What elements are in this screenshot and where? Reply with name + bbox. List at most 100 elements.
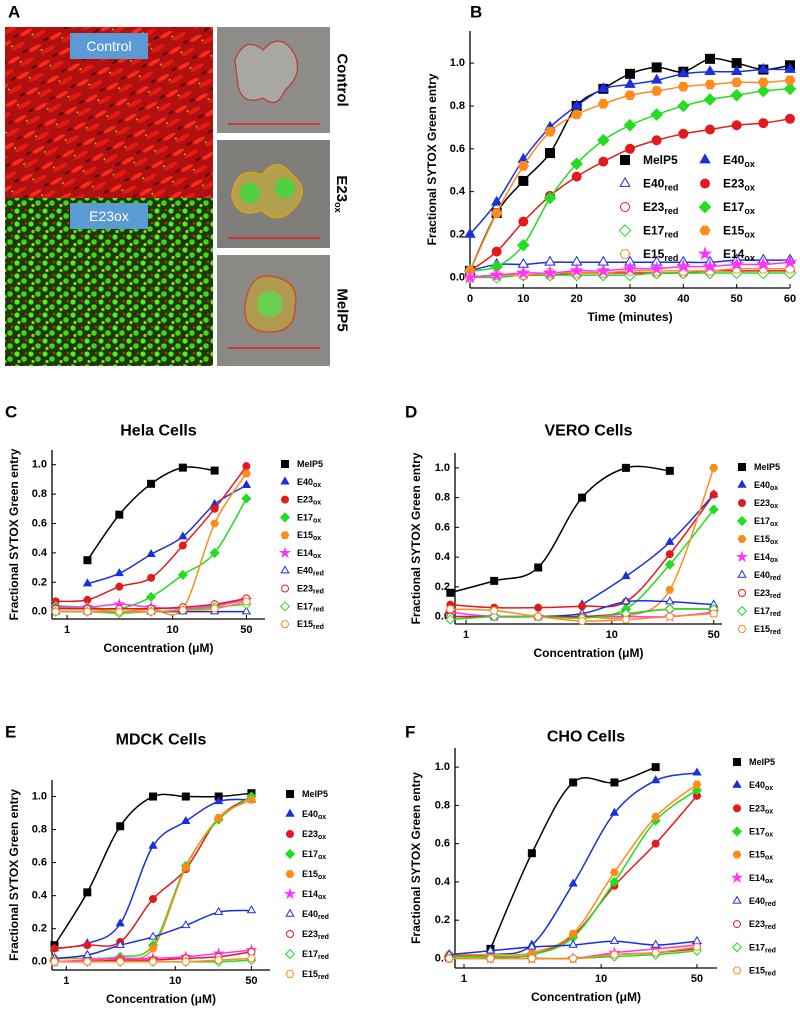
x-tick-label: 20 (571, 293, 583, 305)
legend-name: E15 (754, 624, 770, 634)
marker (651, 813, 661, 821)
legend-label: E15red (297, 619, 324, 631)
legend-name: E23 (302, 929, 318, 939)
legend-name: E23 (754, 588, 770, 598)
x-axis-label: Concentration (μM) (104, 641, 214, 655)
legend-sub: red (664, 183, 678, 193)
legend-sub: ox (770, 557, 778, 564)
y-tick-label: 0.6 (435, 838, 450, 850)
y-tick-label: 0.4 (435, 876, 451, 888)
legend-marker (735, 550, 749, 563)
legend-label: E14ox (749, 873, 773, 885)
marker (115, 510, 124, 519)
side-label: E23ox (333, 175, 351, 212)
legend-label: E14ox (297, 548, 321, 560)
image-tag: Control (86, 38, 131, 54)
marker (491, 208, 503, 218)
side-label: MelP5 (334, 288, 351, 331)
legend-name: E23 (749, 919, 765, 929)
legend-marker (731, 826, 743, 837)
legend-name: E17 (302, 949, 318, 959)
legend-marker (730, 871, 744, 883)
marker (709, 464, 719, 472)
x-tick-label: 10 (606, 629, 618, 641)
legend-marker (280, 476, 290, 485)
legend-label: MelP5 (749, 757, 775, 767)
marker (485, 945, 496, 954)
marker (665, 550, 674, 559)
legend-marker (732, 850, 742, 859)
legend-sub: red (318, 914, 329, 921)
marker (115, 957, 125, 966)
marker (114, 607, 124, 616)
marker (651, 86, 663, 96)
x-tick-label: 50 (708, 629, 720, 641)
legend-name: E40 (297, 566, 313, 576)
marker (148, 944, 158, 953)
marker (489, 606, 499, 615)
y-tick-label: 0.8 (32, 488, 47, 500)
legend-name: MelP5 (749, 757, 775, 767)
legend-marker (732, 895, 742, 904)
legend-sub: ox (313, 552, 321, 559)
marker (650, 73, 663, 84)
marker (518, 175, 529, 186)
marker (577, 617, 587, 625)
marker (730, 88, 743, 102)
legend-marker (285, 970, 295, 978)
legend-marker (618, 224, 632, 237)
marker (83, 888, 92, 897)
x-tick-label: 60 (784, 293, 796, 305)
marker (490, 195, 503, 206)
nucleus (257, 291, 283, 317)
legend-sub: red (664, 206, 678, 216)
legend-marker (733, 920, 741, 929)
marker (650, 108, 663, 121)
legend-name: E17 (749, 942, 765, 952)
marker (568, 939, 578, 948)
marker (678, 128, 689, 139)
marker (241, 493, 252, 504)
series-line (581, 494, 715, 606)
marker (116, 822, 125, 831)
legend-marker (733, 804, 741, 813)
x-tick-label: 10 (595, 973, 607, 985)
legend-marker (286, 930, 294, 938)
marker (623, 118, 637, 132)
legend-name: E17 (723, 200, 745, 214)
x-tick-label: 1 (461, 973, 467, 985)
legend-sub: ox (770, 521, 778, 528)
marker (149, 894, 158, 903)
image-tag-box (70, 33, 148, 59)
y-tick-label: 0.8 (450, 100, 465, 112)
legend-label: E15ox (723, 224, 755, 240)
x-tick-label: 10 (517, 293, 529, 305)
legend-sub: red (664, 230, 678, 240)
legend-label: E40ox (723, 153, 755, 169)
marker (731, 77, 743, 88)
marker (609, 868, 619, 877)
marker (462, 269, 478, 284)
legend-sub: red (318, 954, 329, 961)
marker (677, 81, 689, 92)
marker (527, 941, 537, 950)
legend-name: E17 (302, 849, 318, 859)
series-line (449, 783, 698, 956)
legend-marker (284, 948, 296, 960)
panel-a: Control E23ox A Control E23ox MelP5 (5, 3, 351, 366)
legend-sub: ox (318, 874, 326, 881)
legend-label: E23ox (297, 495, 321, 507)
panel-letter: D (405, 403, 417, 422)
legend-name: E23 (297, 584, 313, 594)
legend-name: E23 (723, 177, 745, 191)
legend-label: E17ox (297, 512, 321, 524)
panel-letter: F (405, 723, 415, 742)
legend-sub: red (770, 629, 781, 636)
x-tick-label: 1 (64, 624, 70, 636)
y-tick-label: 0.4 (450, 186, 466, 198)
legend-label: E40ox (754, 480, 778, 492)
legend-sub: ox (770, 503, 778, 510)
series-line (450, 494, 715, 609)
series-line (489, 766, 656, 950)
marker (464, 227, 476, 238)
